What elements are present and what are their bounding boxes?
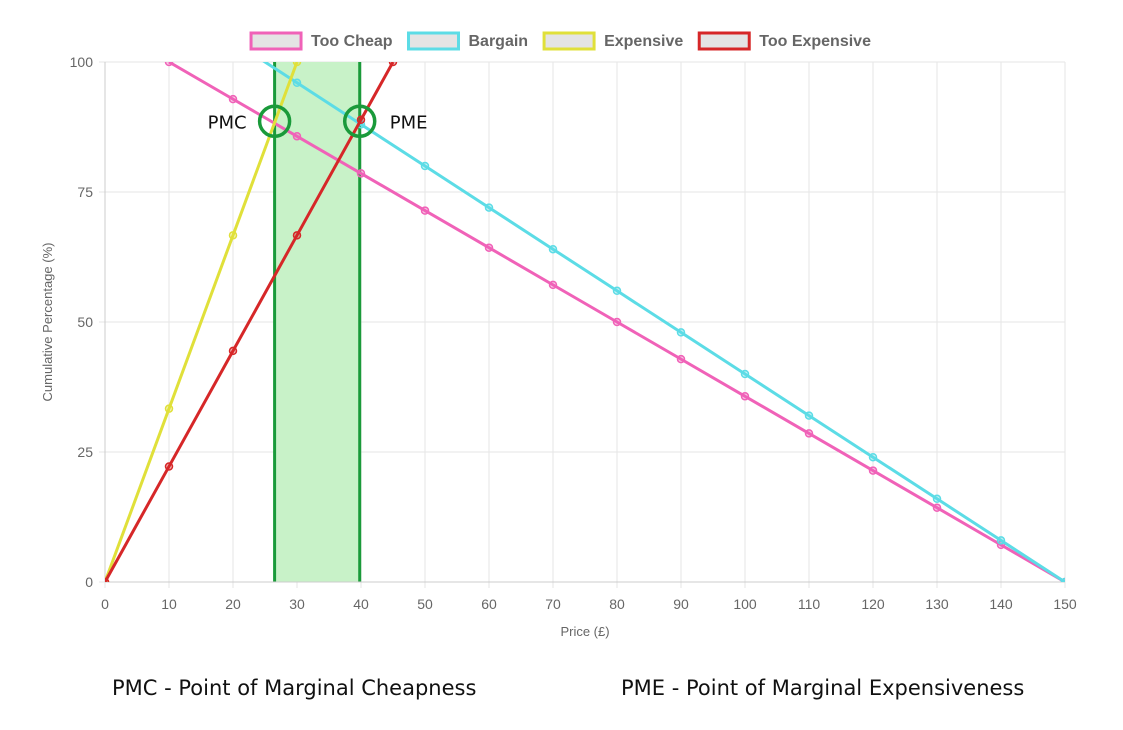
pmc-marker (257, 104, 292, 139)
data-point-too-cheap (228, 94, 238, 104)
y-tick-label: 100 (70, 54, 94, 70)
series-too-cheap (164, 62, 1065, 582)
legend-swatch-too-cheap (249, 31, 303, 51)
data-point-too-cheap (740, 392, 750, 401)
data-point-too-cheap (420, 206, 430, 215)
x-tick-label: 40 (353, 596, 369, 612)
data-point-bargain (996, 536, 1006, 545)
data-point-too-expensive (105, 577, 110, 582)
x-tick-label: 10 (161, 596, 177, 612)
legend-swatch-too-expensive (697, 31, 751, 51)
data-point-too-cheap (548, 280, 558, 290)
legend-label-too-cheap: Too Cheap (311, 33, 393, 50)
data-point-too-cheap (868, 466, 878, 475)
series-line-too-cheap (168, 62, 1065, 582)
data-point-bargain (1060, 577, 1065, 582)
x-tick-label: 20 (225, 596, 241, 612)
x-tick-label: 100 (733, 596, 757, 612)
data-point-too-expensive (388, 62, 398, 67)
x-tick-label: 90 (673, 596, 689, 612)
legend-item-expensive[interactable]: Expensive (542, 31, 683, 51)
x-tick-label: 60 (481, 596, 497, 612)
y-tick-label: 0 (85, 574, 93, 590)
y-tick-label: 25 (77, 444, 93, 460)
x-tick-label: 140 (989, 596, 1013, 612)
data-point-bargain (868, 452, 878, 462)
data-point-too-cheap (612, 317, 622, 327)
pmc-label: PMC (208, 112, 247, 133)
x-axis-title: Price (£) (560, 624, 609, 639)
data-point-too-cheap (292, 132, 302, 141)
data-point-expensive (164, 404, 174, 413)
x-tick-label: 0 (101, 596, 109, 612)
series-line-too-expensive (105, 62, 395, 582)
data-point-bargain (548, 244, 558, 254)
y-tick-label: 75 (77, 184, 93, 200)
x-tick-label: 130 (925, 596, 949, 612)
legend-swatch-expensive (542, 31, 596, 51)
legend[interactable]: Too Cheap Bargain Expensive Too Expensive (249, 31, 871, 51)
data-point-too-cheap (676, 354, 686, 364)
data-point-bargain (612, 286, 622, 296)
data-point-too-expensive (292, 231, 302, 240)
pme-label: PME (390, 112, 428, 133)
data-point-expensive (292, 62, 302, 67)
x-tick-label: 150 (1053, 596, 1077, 612)
data-point-bargain (932, 494, 942, 504)
x-tick-label: 110 (798, 596, 821, 612)
y-tick-label: 50 (77, 314, 93, 330)
data-point-bargain (292, 78, 302, 88)
data-point-too-cheap (164, 62, 174, 67)
x-tick-label: 70 (545, 596, 561, 612)
acceptable-price-range (273, 62, 362, 582)
legend-label-too-expensive: Too Expensive (759, 33, 871, 50)
legend-swatch-bargain (407, 31, 461, 51)
data-point-too-cheap (932, 503, 942, 512)
legend-label-bargain: Bargain (469, 33, 529, 50)
pme-definition: PME - Point of Marginal Expensiveness (621, 676, 1025, 700)
y-axis-title: Cumulative Percentage (%) (40, 243, 55, 402)
data-point-bargain (804, 411, 814, 420)
series-too-expensive (105, 62, 398, 582)
data-point-too-cheap (484, 243, 494, 252)
shaded-range (274, 62, 360, 582)
data-point-bargain (676, 328, 686, 337)
data-point-bargain (420, 161, 430, 171)
x-tick-label: 80 (609, 596, 625, 612)
data-point-too-expensive (228, 346, 238, 356)
data-point-too-cheap (356, 169, 366, 178)
annotations: PMC PME (208, 104, 428, 139)
grid (99, 61, 1066, 588)
x-tick-label: 30 (289, 596, 305, 612)
x-tick-label: 120 (861, 596, 885, 612)
data-point-too-expensive (356, 115, 366, 125)
series-line-expensive (105, 62, 299, 582)
pmc-definition: PMC - Point of Marginal Cheapness (112, 676, 477, 700)
legend-item-too-cheap[interactable]: Too Cheap (249, 31, 393, 51)
legend-label-expensive: Expensive (604, 33, 683, 50)
data-point-bargain (484, 203, 494, 212)
x-tick-label: 50 (417, 596, 433, 612)
data-point-too-cheap (804, 429, 814, 438)
legend-item-too-expensive[interactable]: Too Expensive (697, 31, 871, 51)
pme-marker (342, 104, 377, 139)
series-expensive (105, 62, 302, 582)
legend-item-bargain[interactable]: Bargain (407, 31, 529, 51)
data-point-expensive (228, 231, 238, 240)
data-point-bargain (740, 369, 750, 379)
axes: 0 10 20 30 40 50 60 70 80 90 100 110 120 130 140 150 0 25… (70, 54, 1077, 612)
data-point-too-expensive (164, 462, 174, 471)
